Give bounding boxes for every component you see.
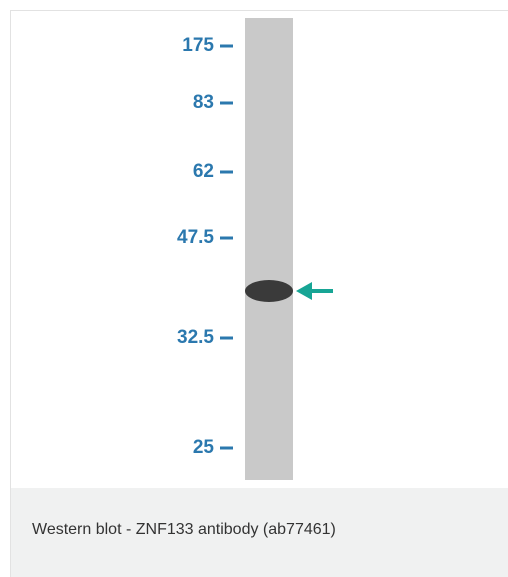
marker-label: 83 (193, 92, 214, 113)
lane (245, 18, 293, 480)
marker-label: 32.5 (177, 327, 214, 348)
marker-label: 175 (182, 35, 214, 56)
marker-label: 62 (193, 161, 214, 182)
marker-label: 25 (193, 437, 215, 458)
caption-box: Western blot - ZNF133 antibody (ab77461) (10, 488, 508, 577)
marker-label: 47.5 (177, 227, 214, 248)
arrow (296, 282, 333, 300)
blot-image: 175 83 62 47.5 32.5 25 (0, 0, 508, 488)
marker-group: 175 83 62 47.5 32.5 25 (177, 35, 233, 458)
page: 175 83 62 47.5 32.5 25 Western blot - ZNF133 … (0, 0, 508, 577)
band (245, 280, 293, 302)
caption: Western blot - ZNF133 antibody (ab77461) (32, 521, 336, 539)
